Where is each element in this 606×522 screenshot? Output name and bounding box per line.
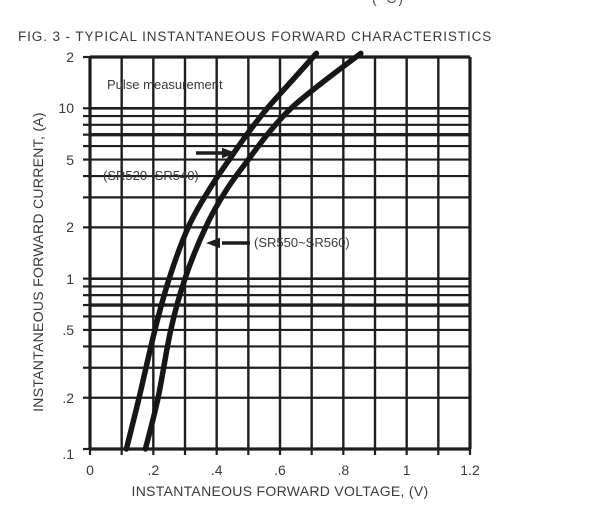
curve-sr550-sr560 — [142, 50, 364, 452]
y-tick-label: .2 — [62, 389, 74, 406]
pulse-measurement-note: Pulse measurement — [107, 77, 223, 92]
x-axis-title: INSTANTANEOUS FORWARD VOLTAGE, (V) — [131, 483, 429, 499]
curve-sr520-sr540 — [123, 50, 320, 452]
x-tick-label: 1 — [402, 462, 411, 478]
x-tick-label: 0 — [86, 462, 94, 478]
cropped-text-fragment: (°C) — [372, 0, 462, 8]
series1-pointer-arrow-icon — [222, 147, 236, 159]
y-tick-label: .5 — [62, 321, 74, 338]
y-tick-label: 1 — [66, 270, 74, 287]
figure-title: FIG. 3 - TYPICAL INSTANTANEOUS FORWARD C… — [18, 29, 493, 44]
x-tick-label: .8 — [337, 462, 350, 478]
y-tick-label: 10 — [58, 100, 74, 117]
y-tick-label: 2 — [66, 219, 74, 236]
y-tick-label: .1 — [62, 446, 74, 462]
x-tick-label: 1.2 — [460, 462, 480, 478]
x-tick-label: .6 — [274, 462, 286, 478]
series1-label: (SR520~SR540) — [103, 168, 199, 183]
cropped-text: (°C) — [372, 0, 462, 6]
x-tick-label: .4 — [210, 462, 223, 478]
y-tick-label: 2 — [66, 49, 74, 65]
y-tick-label: 5 — [66, 151, 74, 168]
x-tick-label: .2 — [147, 462, 160, 478]
series2-pointer-arrow-icon — [206, 237, 220, 249]
series2-label: (SR550~SR560) — [254, 235, 350, 250]
